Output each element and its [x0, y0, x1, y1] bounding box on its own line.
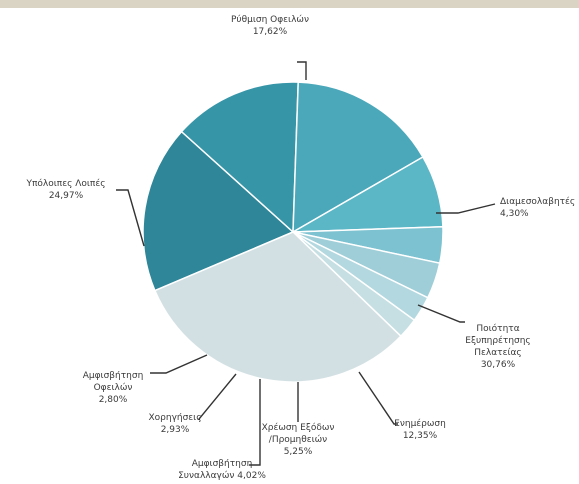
slice-label-line: Υπόλοιπες Λοιπές [25, 178, 105, 189]
slice-label: Αμφισβήτηση Οφειλών 2,80% [83, 371, 144, 405]
slice-label: Αμφισβήτηση Συναλλαγών 4,02% [178, 459, 266, 481]
slice-label-line: Ποιότητα [476, 323, 519, 334]
slice-label-line: Χορηγήσεις [148, 413, 201, 423]
top-strip [0, 0, 579, 8]
slice-label-line: Εξυπηρέτησης [465, 335, 530, 346]
slice-label-line: Διαμεσολαβητές [500, 196, 575, 207]
slice-label: Χρέωση Εξόδων/Προμηθειών 5,25% [262, 422, 335, 457]
slice-label: Χορηγήσεις 2,93% [148, 413, 201, 435]
slice-label-line: 30,76% [481, 360, 516, 370]
slice-label: Υπόλοιπες Λοιπές 24,97% [25, 178, 105, 201]
slice-label-line: Ρύθμιση Οφειλών [231, 14, 309, 25]
slice-label-line: Ενημέρωση [394, 418, 446, 429]
slice-label-line: 2,80% [99, 395, 128, 405]
leader-line [116, 190, 144, 246]
leader-line [418, 305, 465, 322]
slice-label: Ενημέρωση 12,35% [394, 418, 446, 441]
leader-line [199, 374, 236, 419]
slice-label-line: 4,30% [500, 209, 529, 219]
slice-label-line: 24,97% [49, 191, 84, 201]
slice-label: Ποιότητα Εξυπηρέτησης Πελατείας 30,76% [465, 323, 530, 370]
slice-label-line: Συναλλαγών 4,02% [178, 470, 266, 481]
slice-label-line: 5,25% [284, 447, 313, 457]
leader-line [297, 62, 306, 80]
slice-label: Ρύθμιση Οφειλών 17,62% [231, 14, 309, 37]
slice-label-line: Χρέωση Εξόδων [262, 422, 335, 433]
slice-label-line: Αμφισβήτηση [192, 459, 253, 469]
leader-line [359, 372, 398, 424]
slice-label-line: Αμφισβήτηση [83, 371, 144, 381]
slice-label-line: 2,93% [161, 425, 190, 435]
slice-label: Διαμεσολαβητές 4,30% [500, 196, 575, 219]
leader-line [150, 355, 207, 373]
slice-label-line: /Προμηθειών [269, 434, 327, 445]
slice-label-line: 17,62% [253, 27, 288, 37]
slice-label-line: 12,35% [403, 431, 438, 441]
slice-label-line: Πελατείας [474, 348, 521, 358]
leader-line [249, 379, 260, 465]
slice-label-line: Οφειλών [94, 382, 133, 393]
leader-line [436, 204, 495, 213]
